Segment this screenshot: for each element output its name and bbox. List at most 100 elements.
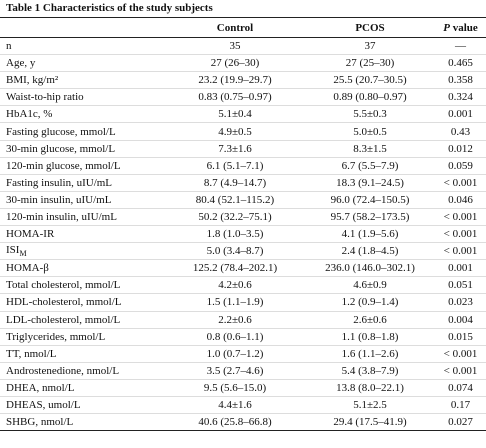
table-row: 30-min glucose, mmol/L 7.3±1.6 8.3±1.5 0.01… (0, 140, 486, 158)
row-label: n (0, 37, 165, 56)
table-row: DHEAS, umol/L 4.4±1.6 5.1±2.5 0.17 (0, 396, 486, 415)
cell-value: 40.6 (25.8–66.8) (165, 413, 305, 432)
cell-value: 37 (305, 37, 435, 56)
table-row: HOMA-IR 1.8 (1.0–3.5) 4.1 (1.9–5.6) < 0.001 (0, 225, 486, 244)
header-cell: PCOS (305, 18, 435, 38)
label-text: ISI (6, 244, 20, 257)
cell-value: 2.2±0.6 (165, 311, 305, 329)
cell-value: 0.8 (0.6–1.1) (165, 328, 305, 346)
cell-value: 27 (26–30) (165, 54, 305, 73)
cell-value: 8.7 (4.9–14.7) (165, 174, 305, 192)
header-row: Control PCOS P value (0, 18, 486, 38)
cell-value: 236.0 (146.0–302.1) (305, 259, 435, 278)
cell-value: < 0.001 (435, 362, 486, 380)
cell-value: 4.6±0.9 (305, 276, 435, 295)
table: Control PCOS P value n 35 37— Age, y 27 (26–30… (0, 18, 486, 432)
table-row: Age, y 27 (26–30) 27 (25–30) 0.465 (0, 54, 486, 73)
table-row: Androstenedione, nmol/L 3.5 (2.7–4.6) 5.4 … (0, 362, 486, 380)
table-row: SHBG, nmol/L 40.6 (25.8–66.8) 29.4 (17.5–4… (0, 413, 486, 432)
cell-value: < 0.001 (435, 345, 486, 363)
table-row: Triglycerides, mmol/L 0.8 (0.6–1.1) 1.1 (0… (0, 328, 486, 346)
cell-value: 96.0 (72.4–150.5) (305, 191, 435, 209)
header-cell: Control (165, 18, 305, 38)
table-row: Fasting insulin, uIU/mL 8.7 (4.9–14.7) 18.… (0, 174, 486, 192)
cell-value: 0.051 (435, 276, 486, 295)
cell-value: 0.324 (435, 88, 486, 107)
cell-value: 0.89 (0.80–0.97) (305, 88, 435, 107)
cell-value: 1.6 (1.1–2.6) (305, 345, 435, 363)
cell-value: 2.6±0.6 (305, 311, 435, 329)
cell-value: 5.0±0.5 (305, 122, 435, 141)
header-cell (0, 18, 165, 38)
table-row: LDL-cholesterol, mmol/L 2.2±0.6 2.6±0.6 0.0… (0, 311, 486, 329)
cell-value: < 0.001 (435, 208, 486, 227)
cell-value: 27 (25–30) (305, 54, 435, 73)
table-row: 120-min insulin, uIU/mL 50.2 (32.2–75.1) 9… (0, 208, 486, 227)
cell-value: 29.4 (17.5–41.9) (305, 413, 435, 432)
row-label: 30-min insulin, uIU/mL (0, 191, 165, 209)
cell-value: 0.027 (435, 413, 486, 432)
row-label: Waist-to-hip ratio (0, 88, 165, 107)
table-row: 30-min insulin, uIU/mL 80.4 (52.1–115.2) 9… (0, 191, 486, 209)
cell-value: 0.358 (435, 71, 486, 90)
row-label: HOMA-β (0, 259, 165, 278)
cell-value: 5.1±0.4 (165, 105, 305, 124)
row-label: Age, y (0, 54, 165, 73)
cell-value: 5.4 (3.8–7.9) (305, 362, 435, 380)
cell-value: 0.83 (0.75–0.97) (165, 88, 305, 107)
row-label: HbA1c, % (0, 105, 165, 124)
cell-value: 4.4±1.6 (165, 396, 305, 415)
cell-value: 0.015 (435, 328, 486, 346)
table-row: Total cholesterol, mmol/L 4.2±0.6 4.6±0.9 0… (0, 276, 486, 295)
cell-value: 4.1 (1.9–5.6) (305, 225, 435, 244)
row-label: HDL-cholesterol, mmol/L (0, 293, 165, 312)
cell-value: 6.1 (5.1–7.1) (165, 157, 305, 175)
cell-value: 1.2 (0.9–1.4) (305, 293, 435, 312)
cell-value: — (435, 37, 486, 56)
cell-value: 2.4 (1.8–4.5) (305, 242, 435, 261)
cell-value: 8.3±1.5 (305, 140, 435, 158)
cell-value: 0.059 (435, 157, 486, 175)
cell-value: 25.5 (20.7–30.5) (305, 71, 435, 90)
cell-value: 3.5 (2.7–4.6) (165, 362, 305, 380)
cell-value: 18.3 (9.1–24.5) (305, 174, 435, 192)
cell-value: 1.5 (1.1–1.9) (165, 293, 305, 312)
row-label: 30-min glucose, mmol/L (0, 140, 165, 158)
cell-value: 0.046 (435, 191, 486, 209)
table-row: HbA1c, % 5.1±0.4 5.5±0.3 0.001 (0, 105, 486, 124)
table-row: Fasting glucose, mmol/L 4.9±0.5 5.0±0.5 0.4… (0, 122, 486, 141)
cell-value: 0.004 (435, 311, 486, 329)
cell-value: 5.1±2.5 (305, 396, 435, 415)
table-body: n 35 37— Age, y 27 (26–30) 27 (25–30) 0.465 BMI… (0, 37, 486, 432)
cell-value: 0.465 (435, 54, 486, 73)
table-row: BMI, kg/m² 23.2 (19.9–29.7) 25.5 (20.7–30.… (0, 71, 486, 90)
cell-value: 7.3±1.6 (165, 140, 305, 158)
cell-value: < 0.001 (435, 242, 486, 261)
row-label: DHEA, nmol/L (0, 379, 165, 397)
cell-value: 35 (165, 37, 305, 56)
cell-value: 0.001 (435, 259, 486, 278)
cell-value: < 0.001 (435, 225, 486, 244)
table-row: TT, nmol/L 1.0 (0.7–1.2) 1.6 (1.1–2.6) < 0.… (0, 345, 486, 363)
row-label: 120-min glucose, mmol/L (0, 157, 165, 175)
cell-value: 5.5±0.3 (305, 105, 435, 124)
header-cell: P value (435, 18, 486, 38)
cell-value: 125.2 (78.4–202.1) (165, 259, 305, 278)
row-label: ISIM (0, 242, 165, 261)
table-title: Table 1 Characteristics of the study sub… (0, 0, 486, 18)
cell-value: 50.2 (32.2–75.1) (165, 208, 305, 227)
cell-value: 9.5 (5.6–15.0) (165, 379, 305, 397)
cell-value: 4.9±0.5 (165, 122, 305, 141)
cell-value: 1.8 (1.0–3.5) (165, 225, 305, 244)
cell-value: 1.1 (0.8–1.8) (305, 328, 435, 346)
cell-value: 0.012 (435, 140, 486, 158)
cell-value: 0.074 (435, 379, 486, 397)
cell-value: 4.2±0.6 (165, 276, 305, 295)
cell-value: 5.0 (3.4–8.7) (165, 242, 305, 261)
cell-value: 0.43 (435, 122, 486, 141)
cell-value: 1.0 (0.7–1.2) (165, 345, 305, 363)
row-label: Fasting insulin, uIU/mL (0, 174, 165, 192)
cell-value: 0.023 (435, 293, 486, 312)
row-label: Triglycerides, mmol/L (0, 328, 165, 346)
